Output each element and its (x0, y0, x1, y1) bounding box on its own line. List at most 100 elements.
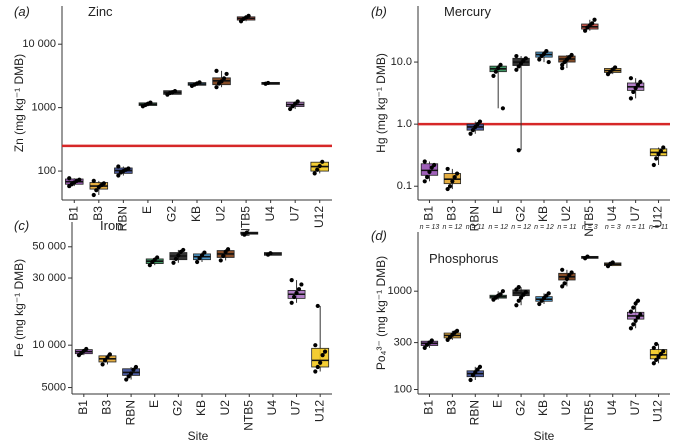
data-point (447, 184, 453, 189)
box-body (420, 163, 439, 176)
data-point (473, 124, 478, 130)
x-tick-label: B3 (100, 400, 114, 415)
x-tick-label: NTB5 (241, 400, 255, 431)
x-tick-label: RBN (467, 206, 481, 231)
data-point (289, 300, 294, 305)
data-point (126, 374, 131, 379)
data-point (246, 13, 251, 18)
data-point (537, 57, 542, 62)
data-point (317, 163, 322, 169)
data-point (523, 56, 528, 61)
x-tick-label: NTB5 (582, 206, 596, 237)
panel-zinc: (a) Zinc Zn (mg kg⁻¹ DMB) 100 1000 10 000 B1 B3… (12, 4, 332, 237)
x-tick-label: U12 (651, 400, 665, 422)
data-point (496, 65, 501, 71)
data-point (450, 179, 455, 184)
data-point (658, 148, 664, 154)
data-point (315, 167, 320, 172)
x-tick-label: KB (189, 206, 203, 222)
box-u2 (216, 247, 235, 263)
data-point (585, 254, 590, 259)
box-u4 (261, 80, 280, 86)
x-tick-label: U12 (312, 206, 326, 228)
data-point (544, 49, 549, 54)
data-point (422, 345, 427, 350)
data-point (477, 364, 483, 369)
data-point (498, 62, 503, 68)
data-point (131, 367, 136, 372)
panel-label: (d) (371, 228, 387, 243)
y-tick-label: 10 000 (32, 339, 66, 351)
data-point (633, 86, 638, 91)
data-point (470, 128, 476, 133)
x-tick-label: U4 (265, 400, 279, 416)
x-tick-label: B1 (66, 206, 80, 221)
box-b1 (420, 159, 439, 184)
x-tick-label: E (490, 400, 504, 408)
y-tick-label: 100 (38, 165, 56, 177)
panel-title: Iron (100, 218, 122, 233)
data-point (288, 106, 293, 112)
data-point (171, 260, 176, 265)
x-tick-label: U7 (628, 400, 642, 416)
y-tick-label: 10.0 (391, 56, 412, 68)
data-point (656, 151, 661, 157)
data-point (592, 17, 597, 22)
data-point (176, 253, 181, 258)
data-point (518, 61, 524, 66)
data-point (454, 328, 460, 333)
data-point (638, 79, 643, 84)
y-tick-label: 50 000 (32, 241, 66, 253)
data-point (101, 181, 106, 186)
x-tick-label: U2 (559, 400, 573, 416)
data-point (631, 89, 636, 95)
x-tick-label: U12 (651, 206, 665, 228)
x-tick-label: U4 (605, 206, 619, 222)
box-u12 (649, 145, 668, 168)
x-tick-label: B3 (445, 206, 459, 221)
data-point (610, 260, 615, 265)
data-point (100, 362, 105, 367)
data-point (320, 159, 325, 164)
data-point (445, 186, 450, 192)
data-point (635, 82, 641, 87)
x-tick-label: G2 (513, 400, 527, 416)
sample-size-label: n = 12 (443, 224, 463, 231)
box-u2 (558, 267, 576, 289)
panel-iron: (c) Iron Fe (mg kg⁻¹ DMB) 5000 10 000 30 000 5… (12, 218, 332, 431)
box-b1 (65, 176, 84, 189)
data-point (631, 305, 636, 310)
data-point (244, 230, 249, 235)
data-point (77, 177, 82, 182)
x-tick-label: NTB5 (238, 206, 252, 237)
y-tick-label: 0.1 (397, 180, 412, 192)
data-point (292, 294, 297, 300)
data-point (202, 250, 207, 255)
data-point (560, 62, 565, 68)
y-tick-label: 300 (394, 337, 412, 349)
x-tick-label: B1 (422, 400, 436, 415)
data-point (295, 99, 300, 104)
data-point (516, 64, 521, 69)
data-point (546, 291, 551, 296)
data-point (468, 377, 473, 383)
data-point (562, 281, 567, 286)
box-kb (187, 80, 207, 89)
data-point (107, 352, 112, 357)
data-point (296, 287, 302, 292)
data-point (84, 346, 89, 352)
data-point (628, 96, 634, 101)
sample-size-label: n = 13 (420, 224, 440, 231)
box-u2 (212, 68, 231, 90)
x-tick-label: KB (536, 400, 550, 416)
data-point (631, 322, 636, 327)
data-point (299, 282, 304, 287)
data-point (560, 284, 565, 289)
data-point (427, 169, 432, 175)
data-point (225, 247, 231, 252)
data-point (500, 106, 505, 111)
data-point (218, 258, 223, 263)
x-axis-label-right: Site (534, 429, 555, 443)
data-point (94, 188, 99, 193)
y-axis-label: Po₄³⁻ (mg kg⁻¹ DMB) (374, 256, 388, 370)
